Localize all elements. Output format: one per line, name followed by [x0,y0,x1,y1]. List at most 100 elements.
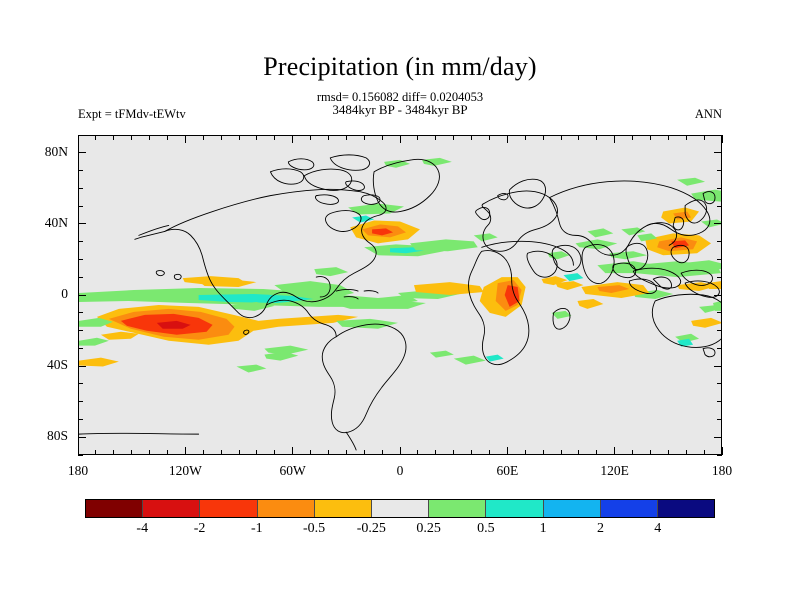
x-axis-tick [596,135,598,140]
x-axis-tick [345,450,347,455]
x-axis-label: 180 [67,463,89,478]
x-axis-tick [292,447,294,455]
y-axis-tick [717,170,722,172]
x-axis-tick [327,450,329,455]
chart-title: Precipitation (in mm/day) [263,52,537,81]
x-axis-tick [542,135,544,140]
colorbar-segment [314,500,372,517]
y-axis-tick [78,170,83,172]
y-axis-tick [714,436,722,438]
y-axis-tick [78,418,83,420]
colorbar-segment [429,500,487,517]
y-axis-label: 0 [61,286,68,301]
x-axis-tick [649,135,651,140]
x-axis-tick [113,135,115,140]
x-axis-label: 120W [168,463,202,478]
x-axis-label: 0 [396,463,404,478]
y-axis-tick [78,401,83,403]
y-axis-tick [717,454,722,456]
y-axis-tick [714,223,722,225]
x-axis-tick [310,450,312,455]
colorbar-segment [486,500,544,517]
y-axis-tick [717,401,722,403]
y-axis-label: 40S [46,357,68,373]
colorbar-segment [143,500,201,517]
x-axis-tick [524,450,526,455]
x-axis-tick [703,450,705,455]
colorbar-tick-label: -4 [136,521,149,536]
colorbar-tick-labels: -4 -2 -1 -0.5 -0.25 0.25 0.5 1 2 4 [85,521,715,541]
x-axis-tick [166,450,168,455]
y-axis-tick [717,205,722,207]
x-axis-tick [399,447,401,455]
y-axis-tick [78,312,83,314]
y-axis-tick [717,383,722,385]
y-axis-tick [717,241,722,243]
x-axis-tick [435,135,437,140]
x-axis-tick [184,447,186,455]
y-axis-tick [717,187,722,189]
colorbar-tick-label: 2 [596,521,604,536]
x-axis-tick [399,135,401,143]
x-axis-tick [238,450,240,455]
colorbar-tick-label: 0.5 [477,521,495,536]
x-axis-tick [238,135,240,140]
colorbar-segment [257,500,315,517]
y-axis-tick [714,152,722,154]
x-axis-tick [614,447,616,455]
x-axis-tick [292,135,294,143]
x-axis-label: 180 [711,463,733,478]
x-axis-tick [202,135,204,140]
x-axis-tick [256,135,258,140]
colorbar-tick-label: -2 [193,521,206,536]
colorbar-segment [86,500,144,517]
colorbar-segment [543,500,601,517]
x-axis-tick [274,135,276,140]
x-axis-label: 120E [600,463,629,478]
coastlines [79,154,721,451]
x-axis-tick [131,135,133,140]
x-axis-tick [453,450,455,455]
y-axis-tick [78,347,83,349]
experiment-label: Expt = tFMdv-tEWtv [78,107,186,121]
chart-subtitle-period: 3484kyr BP - 3484kyr BP [332,102,468,117]
season-label: ANN [694,107,722,121]
y-axis-tick [78,330,83,332]
x-axis-tick [667,450,669,455]
y-axis-tick [78,187,83,189]
y-axis-tick [717,312,722,314]
x-axis-tick [667,135,669,140]
x-axis-tick [488,450,490,455]
x-axis-tick [578,135,580,140]
x-axis-tick [560,135,562,140]
x-axis-tick [220,450,222,455]
colorbar-segment [200,500,258,517]
x-axis-tick [542,450,544,455]
y-axis-label: 80S [46,428,68,444]
y-axis-tick [78,134,83,136]
x-axis-tick [488,135,490,140]
x-axis-tick [95,450,97,455]
x-axis-tick [578,450,580,455]
y-axis-tick [78,294,86,296]
x-axis-tick [345,135,347,140]
y-axis-tick [717,418,722,420]
y-axis-tick [78,241,83,243]
y-axis-tick [78,383,83,385]
x-axis-tick [131,450,133,455]
x-axis-tick [685,135,687,140]
colorbar-tick-label: 1 [539,521,547,536]
x-axis-tick [310,135,312,140]
world-map-plot [78,135,722,455]
x-axis-tick [560,450,562,455]
y-axis-label: 40N [44,214,68,230]
x-axis-tick [95,135,97,140]
colorbar-tick-label: -0.5 [302,521,326,536]
x-axis-tick [614,135,616,143]
x-axis-tick [363,450,365,455]
map-svg [79,136,721,454]
x-axis-tick [453,135,455,140]
x-axis-tick [166,135,168,140]
x-axis-tick [721,135,723,143]
colorbar-segment [600,500,658,517]
